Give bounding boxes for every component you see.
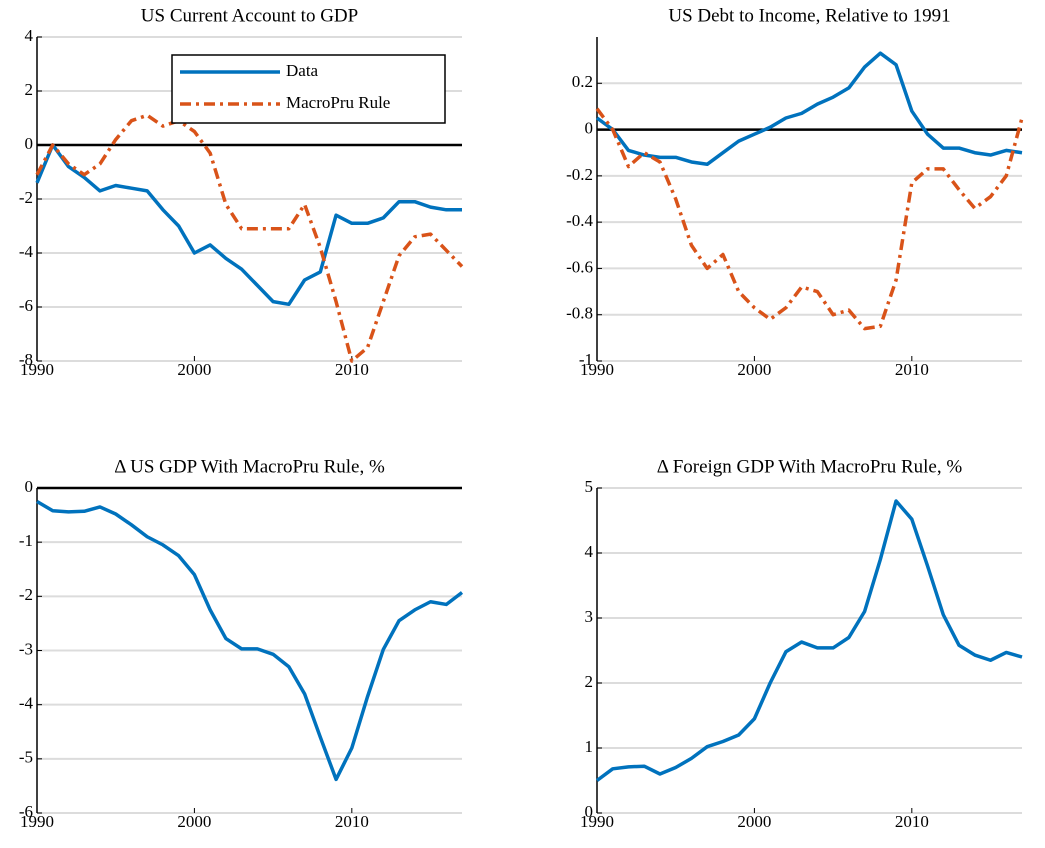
- data-line: [36, 500, 464, 782]
- y-tick-label: -1: [579, 350, 593, 369]
- x-tick-label: 2010: [335, 360, 369, 379]
- y-tick-label: 5: [585, 477, 594, 496]
- y-tick-label: -0.4: [566, 211, 593, 230]
- chart-title: US Debt to Income, Relative to 1991: [668, 5, 950, 26]
- legend-label: MacroPru Rule: [286, 93, 390, 112]
- x-tick-label: 2010: [895, 360, 929, 379]
- legend-box: [171, 54, 446, 124]
- y-tick-label: 0: [25, 134, 34, 153]
- chart-title: US Current Account to GDP: [141, 5, 358, 26]
- data-line: [35, 113, 464, 363]
- data-line: [595, 499, 1023, 782]
- y-tick-label: -4: [19, 242, 34, 261]
- y-tick-label: -2: [19, 188, 33, 207]
- y-tick-label: 2: [585, 672, 594, 691]
- y-tick-label: -0.2: [566, 165, 593, 184]
- legend-label: Data: [286, 61, 319, 80]
- y-tick-label: -4: [19, 694, 34, 713]
- x-tick-label: 1990: [580, 360, 614, 379]
- y-tick-label: -6: [19, 802, 33, 821]
- x-tick-label: 2010: [895, 812, 929, 831]
- y-tick-label: 1: [585, 737, 594, 756]
- chart-title: Δ US GDP With MacroPru Rule, %: [114, 456, 385, 477]
- y-tick-label: 0: [25, 477, 34, 496]
- x-tick-label: 1990: [20, 360, 54, 379]
- y-tick-label: 2: [25, 80, 34, 99]
- y-tick-label: -1: [19, 531, 33, 550]
- x-tick-label: 2000: [737, 360, 771, 379]
- chart-title: Δ Foreign GDP With MacroPru Rule, %: [657, 456, 963, 477]
- data-line: [595, 51, 1023, 167]
- x-tick-label: 2000: [177, 360, 211, 379]
- x-tick-label: 2000: [177, 812, 211, 831]
- y-tick-label: 0: [585, 802, 594, 821]
- y-tick-label: -8: [19, 350, 33, 369]
- data-line: [35, 143, 462, 307]
- y-tick-label: -2: [19, 585, 33, 604]
- x-tick-label: 2010: [335, 812, 369, 831]
- x-tick-label: 1990: [20, 812, 54, 831]
- y-tick-label: 0.2: [572, 72, 593, 91]
- data-line: [595, 107, 1024, 331]
- y-tick-label: -0.8: [566, 304, 593, 323]
- y-tick-label: 3: [585, 607, 594, 626]
- y-tick-label: 0: [585, 118, 594, 137]
- y-tick-label: -6: [19, 296, 33, 315]
- y-tick-label: 4: [585, 542, 594, 561]
- y-tick-label: -5: [19, 748, 33, 767]
- y-tick-label: -0.6: [566, 257, 593, 276]
- x-tick-label: 2000: [737, 812, 771, 831]
- y-tick-label: -3: [19, 639, 33, 658]
- y-tick-label: 4: [25, 26, 34, 45]
- x-tick-label: 1990: [580, 812, 614, 831]
